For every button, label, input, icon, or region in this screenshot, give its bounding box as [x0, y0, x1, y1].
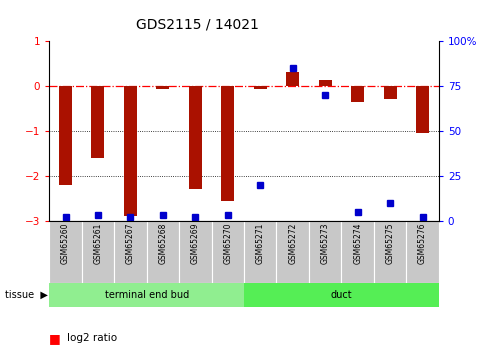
Text: GSM65267: GSM65267 — [126, 223, 135, 264]
Text: terminal end bud: terminal end bud — [105, 290, 189, 300]
Bar — [59, 86, 72, 185]
Bar — [124, 86, 137, 216]
Bar — [49, 283, 244, 307]
Text: tissue  ▶: tissue ▶ — [5, 290, 48, 300]
Bar — [244, 221, 277, 283]
Bar — [286, 72, 299, 86]
Text: GSM65274: GSM65274 — [353, 223, 362, 264]
Text: GSM65271: GSM65271 — [256, 223, 265, 264]
Bar — [341, 221, 374, 283]
Text: GSM65276: GSM65276 — [418, 223, 427, 264]
Bar — [114, 221, 147, 283]
Bar — [179, 221, 211, 283]
Bar — [211, 221, 244, 283]
Bar — [221, 86, 234, 201]
Text: GSM65261: GSM65261 — [94, 223, 103, 264]
Text: GSM65270: GSM65270 — [223, 223, 232, 264]
Bar — [309, 221, 341, 283]
Bar — [244, 283, 439, 307]
Bar — [384, 86, 396, 99]
Bar — [351, 86, 364, 102]
Text: duct: duct — [331, 290, 352, 300]
Bar — [254, 86, 267, 89]
Bar — [406, 221, 439, 283]
Bar — [189, 86, 202, 189]
Text: GSM65269: GSM65269 — [191, 223, 200, 264]
Text: GSM65273: GSM65273 — [320, 223, 330, 264]
Bar — [49, 221, 82, 283]
Text: GSM65275: GSM65275 — [386, 223, 394, 264]
Text: GDS2115 / 14021: GDS2115 / 14021 — [136, 17, 259, 31]
Bar — [147, 221, 179, 283]
Text: GSM65272: GSM65272 — [288, 223, 297, 264]
Text: GSM65268: GSM65268 — [158, 223, 168, 264]
Bar — [277, 221, 309, 283]
Bar — [318, 80, 332, 86]
Text: ■: ■ — [49, 332, 61, 345]
Bar — [416, 86, 429, 133]
Text: log2 ratio: log2 ratio — [67, 333, 117, 343]
Bar — [92, 86, 105, 158]
Text: GSM65260: GSM65260 — [61, 223, 70, 264]
Bar — [156, 86, 170, 89]
Bar — [82, 221, 114, 283]
Bar — [374, 221, 406, 283]
